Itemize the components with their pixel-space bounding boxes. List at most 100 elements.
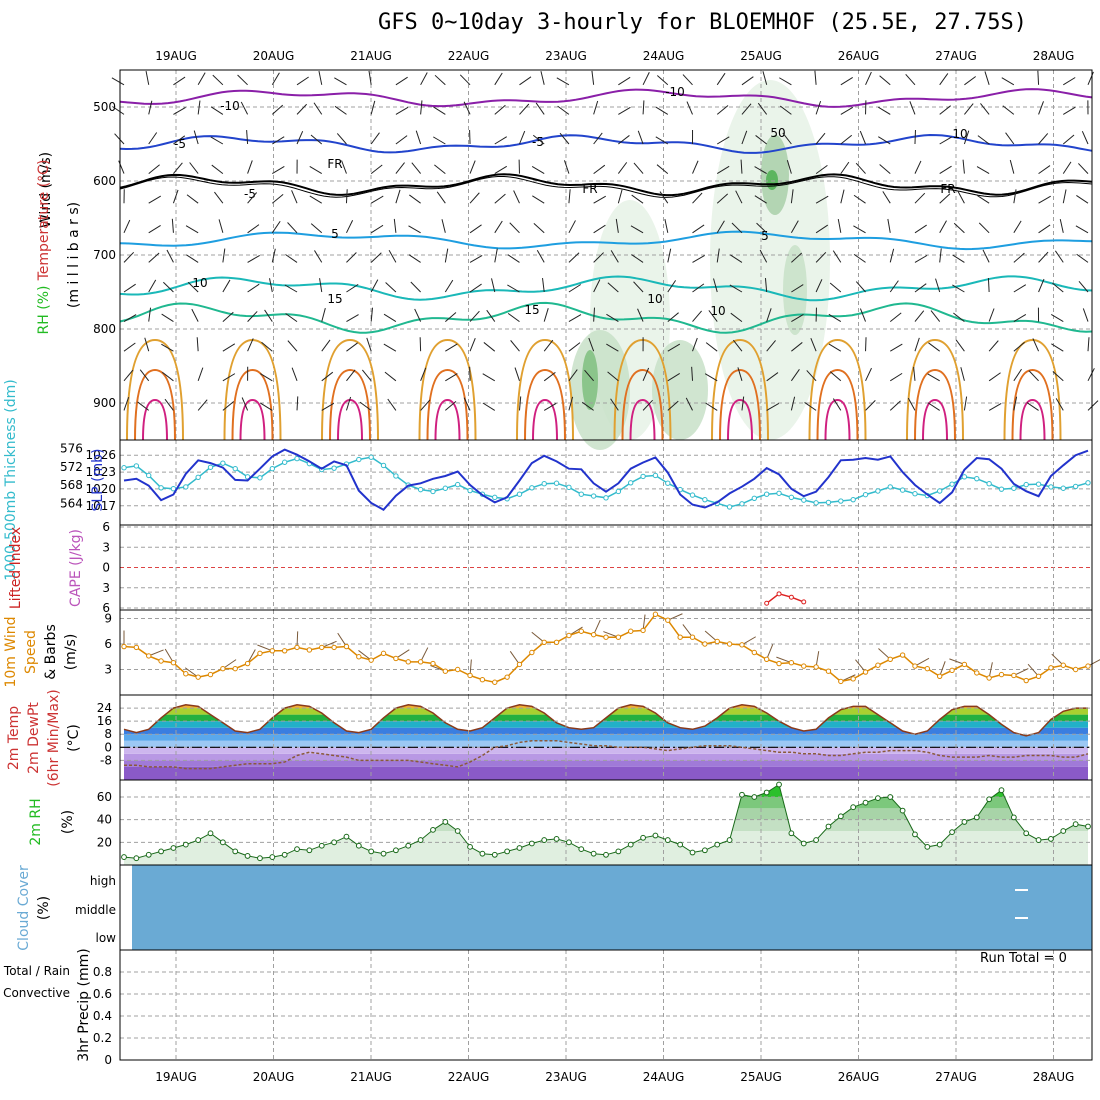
thickness-point bbox=[689, 492, 696, 498]
wind-barb bbox=[914, 254, 928, 263]
wind10-speed-point bbox=[912, 663, 918, 669]
wind10-speed-point bbox=[133, 644, 140, 651]
wind-barb bbox=[914, 224, 927, 234]
wind-barb bbox=[593, 279, 601, 293]
thickness-slp-frame bbox=[119, 439, 1093, 526]
wind-barb bbox=[1082, 308, 1089, 322]
wind10-speed-point bbox=[158, 658, 164, 664]
wind-barb bbox=[291, 367, 298, 381]
contour-label: 10 bbox=[647, 292, 662, 306]
thickness-point bbox=[566, 484, 572, 491]
wind10-speed-point bbox=[751, 649, 758, 656]
wind10-speed-point bbox=[578, 628, 584, 634]
wind-barb bbox=[494, 220, 503, 234]
rh-shading bbox=[766, 170, 778, 190]
wind10-speed-point bbox=[813, 664, 819, 670]
wind-barb bbox=[754, 195, 767, 204]
thickness-point bbox=[875, 488, 881, 494]
wind10-speed-point bbox=[986, 675, 992, 681]
diurnal-temperature-contour bbox=[426, 368, 469, 441]
wind-barb bbox=[642, 72, 650, 86]
wind-barb bbox=[269, 278, 273, 293]
wind-barb bbox=[383, 313, 397, 323]
wind-barb bbox=[436, 191, 446, 204]
wind-barb bbox=[607, 282, 619, 293]
wind-barb bbox=[237, 74, 248, 86]
wind10-speed-point bbox=[899, 652, 906, 658]
contour-label: 15 bbox=[327, 292, 342, 306]
wind10-speed-point bbox=[590, 631, 597, 638]
wind-barb bbox=[197, 72, 206, 86]
wind-barb bbox=[519, 76, 532, 86]
wind-barb bbox=[815, 224, 829, 234]
slp-tick-label: 1023 bbox=[85, 465, 116, 479]
wind-barb bbox=[988, 402, 1002, 411]
wind-barb bbox=[878, 106, 891, 115]
wind-barb bbox=[393, 218, 397, 233]
wind-barb bbox=[314, 250, 323, 263]
chart-title: GFS 0~10day 3-hourly for BLOEMHOF (25.5E… bbox=[378, 10, 1028, 35]
rh-tick-label: 20 bbox=[97, 835, 112, 849]
temp-axis-label: 2m Temp bbox=[6, 706, 22, 770]
rh-point bbox=[912, 831, 918, 838]
wind-barb bbox=[483, 342, 496, 352]
wind-barb bbox=[163, 281, 174, 293]
thickness-point bbox=[529, 485, 535, 491]
rh-point bbox=[170, 845, 177, 851]
wind-barb bbox=[716, 165, 730, 175]
wind-barb bbox=[1051, 343, 1064, 352]
rh-point bbox=[158, 848, 164, 855]
rh-band bbox=[124, 808, 1088, 820]
freezing-line-2 bbox=[119, 176, 1093, 198]
wind-barb bbox=[779, 105, 792, 115]
slp-tick-label: 1020 bbox=[85, 482, 116, 496]
wind-barb bbox=[1054, 250, 1064, 263]
wind-barb bbox=[618, 135, 630, 145]
rh-point bbox=[1060, 828, 1067, 834]
rh-band bbox=[124, 831, 1088, 865]
diurnal-temperature-contour bbox=[629, 398, 656, 441]
wind-barb bbox=[296, 130, 304, 145]
rh-point bbox=[627, 841, 634, 848]
contour-label: FR bbox=[582, 182, 597, 196]
x-tick-label-top: 23AUG bbox=[545, 49, 587, 63]
rh2m-unit-label: (%) bbox=[60, 810, 76, 834]
wind10-speed-point bbox=[640, 627, 646, 634]
rh-band bbox=[124, 784, 1088, 797]
wind-barb bbox=[977, 195, 990, 204]
isotherm-minus5 bbox=[119, 133, 1093, 154]
thickness-tick-label: 568 bbox=[60, 478, 83, 492]
wind-barb bbox=[982, 249, 990, 263]
wind-barb bbox=[779, 77, 792, 86]
wind-barb bbox=[716, 105, 729, 115]
wind-barb bbox=[291, 190, 298, 204]
wind-barb bbox=[482, 373, 496, 382]
wind-barb bbox=[1052, 371, 1064, 382]
wind-barb bbox=[563, 160, 570, 174]
wind-barb bbox=[568, 189, 571, 204]
rh-point bbox=[949, 829, 955, 836]
wind-barb bbox=[469, 160, 476, 174]
rh-point bbox=[578, 846, 585, 853]
slp-tick-label: 1017 bbox=[85, 499, 116, 513]
wind-barb bbox=[411, 162, 422, 174]
wind-barb bbox=[1026, 402, 1039, 411]
wind-barb bbox=[939, 193, 951, 204]
wind-barb bbox=[1062, 161, 1072, 174]
wind-barb bbox=[296, 76, 309, 86]
rh-point bbox=[294, 846, 300, 853]
wind-barb bbox=[782, 132, 792, 145]
isotherm-5 bbox=[119, 230, 1093, 251]
thickness-point bbox=[726, 504, 733, 510]
wind-barb bbox=[247, 338, 254, 352]
precip-tick-label: 0.6 bbox=[93, 987, 112, 1001]
wind-barb bbox=[740, 159, 743, 174]
wind-barb bbox=[434, 164, 446, 174]
rh-point bbox=[763, 789, 770, 796]
thickness-point bbox=[788, 494, 795, 501]
wind-barb bbox=[415, 130, 422, 145]
wind-barb bbox=[123, 369, 134, 382]
wind-barb bbox=[346, 342, 358, 352]
pressure-unit-label: (m i l l i b a r s) bbox=[66, 202, 82, 308]
wind-barb bbox=[1076, 253, 1089, 263]
